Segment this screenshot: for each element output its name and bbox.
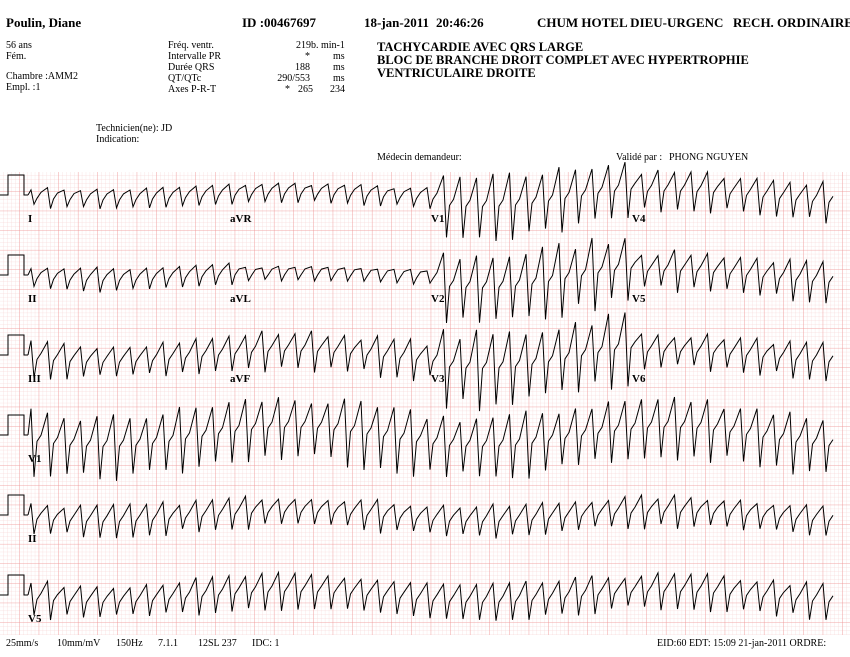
- measurement-value: *: [305, 51, 310, 62]
- measurement-label: Durée QRS: [168, 62, 215, 73]
- ecg-trace: [27, 161, 834, 242]
- lead-label: V6: [632, 373, 646, 385]
- measurement-label: Intervalle PR: [168, 51, 222, 62]
- calibration-pulse: [0, 414, 28, 436]
- patient-id: ID :00467697: [242, 15, 317, 30]
- lead-label: V3: [431, 373, 445, 385]
- footer-text: 150Hz: [116, 638, 143, 649]
- lead-label: aVF: [230, 373, 251, 385]
- sex: Fém.: [6, 51, 27, 62]
- validator: PHONG NGUYEN: [669, 152, 749, 163]
- site: CHUM HOTEL DIEU-URGENC: [537, 15, 724, 30]
- footer-text: EID:60 EDT: 15:09 21-jan-2011 ORDRE:: [657, 638, 827, 649]
- measurement-value: *: [285, 84, 290, 95]
- lead-label: V5: [28, 613, 42, 625]
- measurement-unit: ms: [333, 62, 345, 73]
- footer-text: 12SL 237: [198, 638, 237, 649]
- patient-name: Poulin, Diane: [6, 15, 82, 30]
- lead-label: II: [28, 293, 37, 305]
- lead-label: I: [28, 213, 33, 225]
- ecg-trace: [27, 396, 834, 481]
- validated-by: Validé par :: [616, 152, 663, 163]
- calibration-pulse: [0, 494, 28, 516]
- technician: Technicien(ne): JD: [96, 123, 173, 134]
- location: Empl. :1: [6, 82, 41, 93]
- ecg-trace: [27, 570, 834, 621]
- interpretation: BLOC DE BRANCHE DROIT COMPLET AVEC HYPER…: [377, 53, 749, 67]
- ecg-trace: [27, 237, 834, 324]
- footer-text: IDC: 1: [252, 638, 280, 649]
- order: RECH. ORDINAIRE: [733, 15, 850, 30]
- grid: [0, 172, 850, 635]
- ecg-trace: [27, 312, 834, 412]
- measurement-value: 290/553: [277, 73, 310, 84]
- calibration-pulse: [0, 254, 28, 276]
- measurement-value: 219b. min-1: [296, 40, 345, 51]
- lead-label: V4: [632, 213, 646, 225]
- footer-text: 7.1.1: [158, 638, 178, 649]
- ecg-trace: [27, 493, 834, 539]
- measurement-value: 188: [295, 62, 310, 73]
- footer-text: 10mm/mV: [57, 638, 101, 649]
- interpretation: VENTRICULAIRE DROITE: [377, 66, 536, 80]
- lead-label: aVR: [230, 213, 252, 225]
- room: Chambre :AMM2: [6, 71, 78, 82]
- measurement-unit: ms: [333, 73, 345, 84]
- lead-label: II: [28, 533, 37, 545]
- calibration-pulse: [0, 334, 28, 356]
- lead-label: aVL: [230, 293, 251, 305]
- indication: Indication:: [96, 134, 140, 145]
- interpretation: TACHYCARDIE AVEC QRS LARGE: [377, 40, 584, 54]
- lead-label: V5: [632, 293, 646, 305]
- measurement-label: Axes P-R-T: [168, 84, 217, 95]
- calibration-pulse: [0, 174, 28, 196]
- measurement-label: Fréq. ventr.: [168, 40, 214, 51]
- measurement-unit: ms: [333, 51, 345, 62]
- lead-label: III: [28, 373, 41, 385]
- requesting-physician: Médecin demandeur:: [377, 152, 462, 163]
- lead-label: V1: [431, 213, 445, 225]
- footer-text: 25mm/s: [6, 638, 39, 649]
- measurement-label: QT/QTc: [168, 73, 202, 84]
- measurement-value: 234: [330, 84, 345, 95]
- time: 20:46:26: [436, 15, 484, 30]
- lead-label: V2: [431, 293, 445, 305]
- age: 56 ans: [6, 40, 32, 51]
- lead-label: V1: [28, 453, 42, 465]
- date: 18-jan-2011: [364, 15, 429, 30]
- measurement-value: 265: [298, 84, 313, 95]
- calibration-pulse: [0, 574, 28, 596]
